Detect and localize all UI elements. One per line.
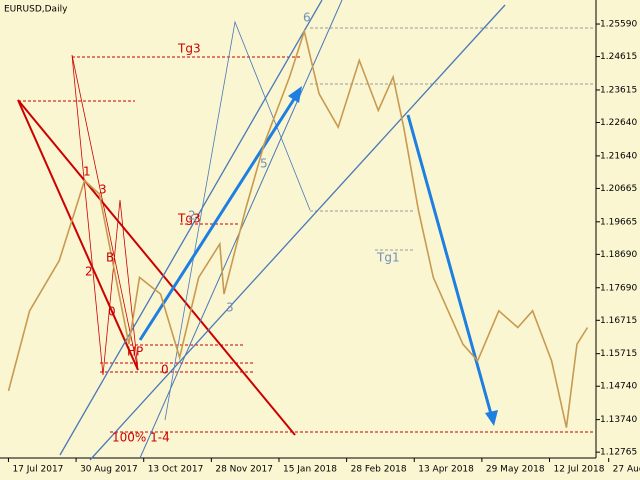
- y-tick-label: 1.12765: [600, 448, 637, 458]
- drawings: [17, 0, 595, 461]
- annotation: 3: [226, 301, 234, 315]
- chart-title: EURUSD,Daily: [4, 5, 68, 15]
- x-tick-label: 15 Jan 2018: [283, 465, 337, 475]
- y-tick-label: 1.21640: [600, 151, 637, 161]
- y-tick-label: 1.13740: [600, 415, 637, 425]
- annotation: 1: [83, 165, 91, 179]
- annotation: 2: [188, 209, 196, 223]
- annotation: Tg1: [376, 251, 400, 265]
- price-line: [7, 28, 589, 428]
- annotation: Tg3: [177, 212, 201, 226]
- x-tick-label: 29 May 2018: [486, 465, 545, 475]
- y-tick-label: 1.20665: [600, 184, 637, 194]
- annotation: B: [106, 251, 114, 265]
- arrowhead: [288, 86, 302, 103]
- y-tick-label: 1.23615: [600, 85, 637, 95]
- annotation: 3: [99, 183, 107, 197]
- x-tick-label: 28 Feb 2018: [351, 465, 407, 475]
- y-tick-label: 1.22640: [600, 118, 637, 128]
- x-tick-label: 12 Jul 2018: [554, 465, 605, 475]
- annotation: 0: [108, 305, 116, 319]
- arrow: [406, 114, 493, 415]
- wave-lines: [164, 20, 311, 421]
- annotation: HP: [127, 345, 143, 359]
- annotation: 5: [260, 157, 268, 171]
- annotation: Tg3: [177, 42, 201, 56]
- x-tick-label: 13 Oct 2017: [148, 465, 204, 475]
- y-tick-label: 1.16715: [600, 316, 637, 326]
- channel-line: [59, 0, 323, 456]
- y-tick-label: 1.18690: [600, 250, 637, 260]
- y-tick-label: 1.15715: [600, 349, 637, 359]
- x-tick-label: 13 Apr 2018: [418, 465, 474, 475]
- y-tick-label: 1.25590: [600, 20, 637, 30]
- y-tick-label: 1.17690: [600, 283, 637, 293]
- channel-line: [89, 4, 506, 461]
- x-tick-label: 17 Jul 2017: [12, 465, 63, 475]
- trend-line: [17, 99, 139, 371]
- wave-lines: [71, 54, 139, 376]
- annotation: 100% 1-4: [112, 431, 170, 445]
- y-tick-label: 1.14740: [600, 382, 637, 392]
- x-tick-label: 30 Aug 2017: [80, 465, 138, 475]
- annotation: 6: [303, 11, 311, 25]
- trend-line: [17, 99, 296, 436]
- annotation: 2: [85, 265, 93, 279]
- x-tick-label: 28 Nov 2017: [215, 465, 273, 475]
- annotation: 0: [161, 363, 169, 377]
- arrowhead: [485, 410, 498, 426]
- arrow: [138, 95, 298, 341]
- x-tick-label: 27 Aug 2018: [613, 465, 640, 475]
- y-tick-label: 1.24615: [600, 52, 637, 62]
- y-tick-label: 1.19665: [600, 217, 637, 227]
